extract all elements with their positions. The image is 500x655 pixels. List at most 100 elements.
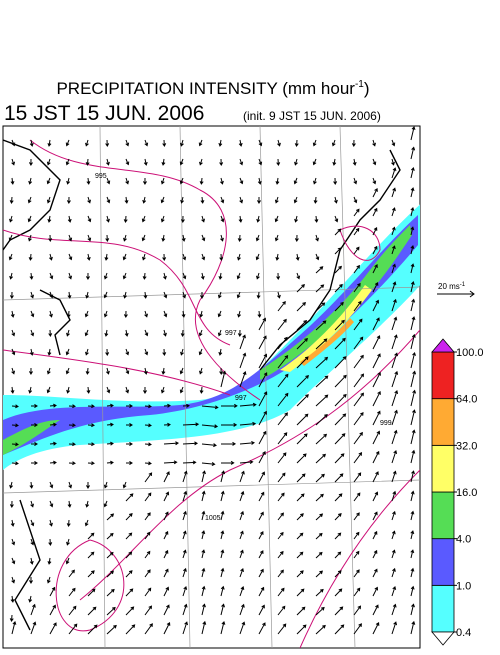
wind-arrow	[275, 177, 280, 185]
wind-arrow	[67, 291, 72, 299]
wind-arrow	[353, 336, 364, 350]
wind-arrow	[163, 471, 170, 483]
colorbar-segment	[431, 491, 455, 540]
wind-arrow	[122, 481, 127, 489]
wind-arrow	[315, 453, 326, 464]
wind-arrow	[277, 318, 287, 331]
wind-arrow	[239, 621, 246, 635]
wind-arrow	[163, 403, 171, 408]
wind-arrow	[104, 253, 109, 261]
wind-arrow	[87, 570, 95, 578]
wind-arrow	[296, 272, 301, 280]
wind-arrow	[30, 519, 35, 527]
wind-arrow	[28, 234, 32, 242]
wind-arrow	[144, 512, 151, 521]
wind-arrow	[334, 513, 342, 521]
wind-arrow	[391, 603, 397, 616]
wind-arrow	[293, 177, 298, 185]
wind-arrow	[217, 291, 222, 299]
wind-arrow	[125, 139, 130, 147]
wind-arrow	[68, 587, 76, 597]
wind-arrow	[29, 272, 34, 280]
wind-arrow	[236, 272, 241, 280]
wind-arrow	[144, 472, 153, 483]
wind-arrow	[220, 234, 224, 242]
wind-arrow	[334, 215, 339, 223]
wind-arrow	[353, 246, 360, 255]
wind-arrow	[106, 588, 115, 597]
precip-very-intense	[300, 318, 354, 366]
wind-arrow	[87, 234, 92, 242]
wind-arrow	[10, 386, 15, 394]
wind-arrow	[258, 491, 265, 502]
wind-arrow	[391, 409, 398, 426]
wind-arrow	[87, 423, 95, 428]
wind-arrow	[277, 472, 286, 483]
wind-arrow	[391, 429, 398, 445]
wind-arrow	[410, 333, 416, 350]
wind-arrow	[11, 329, 16, 337]
wind-arrow	[163, 310, 168, 318]
isobars	[3, 139, 420, 648]
wind-arrow	[410, 263, 415, 274]
wind-arrow	[220, 530, 225, 540]
wind-arrow	[296, 302, 306, 312]
wind-arrow	[66, 196, 71, 204]
wind-arrow	[255, 234, 260, 242]
wind-arrow	[87, 461, 95, 466]
wind-arrow	[68, 442, 76, 447]
wind-arrow	[391, 139, 396, 147]
wind-arrow	[257, 177, 262, 185]
wind-arrow	[122, 272, 127, 280]
wind-arrow	[85, 348, 89, 356]
colorbar: 0.4 1.0 4.0 16.0 32.0 64.0 100.0	[431, 338, 484, 646]
wind-arrow	[199, 158, 203, 166]
wind-arrow	[258, 604, 265, 616]
wind-arrow	[199, 177, 204, 185]
wind-arrow	[49, 481, 54, 489]
wind-arrow	[46, 576, 51, 584]
coast	[39, 289, 71, 356]
wind-arrow	[334, 265, 342, 274]
wind-arrow	[201, 549, 206, 559]
wind-arrow	[315, 284, 325, 293]
wind-arrow	[142, 177, 147, 185]
wind-arrow	[296, 606, 306, 616]
wind-arrow	[28, 367, 33, 375]
wind-arrow	[182, 567, 187, 578]
wind-arrow	[276, 272, 281, 280]
wind-arrow	[103, 500, 108, 508]
wind-arrow	[353, 569, 360, 578]
wind-arrow	[220, 370, 227, 388]
wind-arrow	[276, 291, 281, 299]
contour-label: 997	[225, 330, 237, 337]
wind-arrow	[49, 291, 54, 299]
wind-arrow	[125, 570, 133, 578]
wind-arrow	[86, 253, 91, 261]
wind-arrow	[198, 139, 203, 147]
wind-arrow	[200, 291, 204, 299]
wind-arrow	[27, 196, 32, 204]
wind-arrow	[220, 460, 235, 465]
wind-arrow	[239, 470, 245, 483]
wind-arrow	[391, 470, 397, 483]
wind-arrow	[315, 356, 329, 369]
wind-arrow	[277, 412, 288, 426]
wind-arrow	[239, 549, 244, 559]
colorbar-over	[431, 338, 455, 353]
wind-arrow	[372, 586, 379, 597]
wind-arrow	[85, 158, 90, 166]
wind-arrow	[201, 405, 219, 410]
wind-arrow	[372, 450, 380, 464]
wind-arrow	[372, 371, 381, 388]
wind-arrow	[239, 510, 244, 521]
wind-arrow	[277, 531, 284, 540]
wind-arrow	[9, 291, 14, 299]
wind-arrow	[180, 196, 185, 204]
wind-arrow	[277, 432, 288, 445]
wind-arrow	[65, 367, 70, 375]
wind-arrow	[87, 196, 92, 204]
wind-arrow	[163, 511, 169, 521]
wind-arrow	[296, 473, 306, 483]
wind-arrow	[391, 281, 397, 293]
